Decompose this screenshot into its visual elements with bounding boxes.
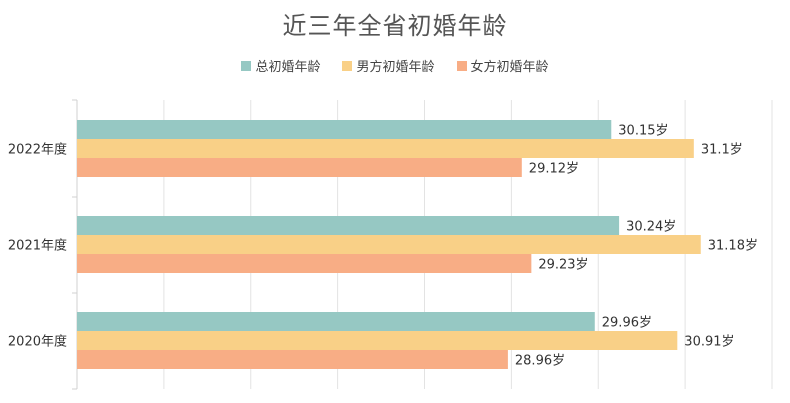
bar-male bbox=[77, 235, 701, 254]
y-tick-label: 2021年度 bbox=[8, 238, 67, 254]
legend-item-male: 男方初婚年龄 bbox=[342, 56, 435, 75]
legend-item-total: 总初婚年龄 bbox=[241, 56, 320, 75]
bar-male bbox=[77, 139, 694, 158]
data-label-total: 29.96岁 bbox=[602, 316, 652, 331]
y-tick-label: 2022年度 bbox=[8, 142, 67, 158]
bar-total bbox=[77, 312, 595, 331]
data-label-male: 30.91岁 bbox=[684, 335, 734, 350]
bar-female bbox=[77, 158, 522, 177]
data-label-female: 28.96岁 bbox=[515, 354, 565, 369]
legend-swatch-total bbox=[241, 60, 252, 71]
data-label-male: 31.18岁 bbox=[708, 239, 758, 254]
data-label-male: 31.1岁 bbox=[701, 143, 743, 158]
data-label-total: 30.24岁 bbox=[626, 220, 676, 235]
legend-swatch-male bbox=[342, 60, 353, 71]
bar-total bbox=[77, 120, 612, 139]
y-tick-label: 2020年度 bbox=[8, 334, 67, 350]
legend-label-male: 男方初婚年龄 bbox=[356, 60, 435, 75]
data-label-female: 29.23岁 bbox=[538, 258, 588, 273]
legend-label-female: 女方初婚年龄 bbox=[470, 60, 549, 75]
legend-label-total: 总初婚年龄 bbox=[255, 60, 321, 75]
data-label-female: 29.12岁 bbox=[529, 162, 579, 177]
bar-total bbox=[77, 216, 620, 235]
legend: 总初婚年龄 男方初婚年龄 女方初婚年龄 bbox=[0, 56, 790, 75]
legend-swatch-female bbox=[456, 60, 467, 71]
chart-title: 近三年全省初婚年龄 bbox=[282, 12, 508, 40]
bar-female bbox=[77, 254, 532, 273]
bar-female bbox=[77, 350, 508, 369]
bar-male bbox=[77, 331, 678, 350]
data-label-total: 30.15岁 bbox=[618, 124, 668, 139]
legend-item-female: 女方初婚年龄 bbox=[456, 56, 549, 75]
